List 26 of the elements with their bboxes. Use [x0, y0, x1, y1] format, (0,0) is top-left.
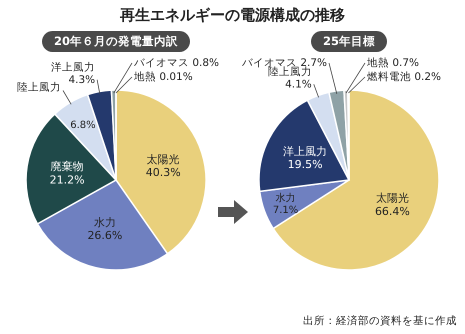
slice-label: 陸上風力	[268, 64, 312, 78]
data-label: 40.3%	[146, 166, 181, 180]
data-label: 66.4%	[374, 204, 410, 218]
data-label: 21.2%	[50, 173, 85, 186]
slice-label: 地熱 0.01%	[133, 70, 193, 83]
data-label: 19.5%	[288, 158, 323, 172]
slice-label: 太陽光	[146, 152, 180, 166]
slice-label: 洋上風力	[51, 60, 96, 74]
slice-label: バイオマス 0.8%	[133, 57, 220, 69]
slice-label: 太陽光	[376, 192, 409, 205]
data-label: 7.1%	[272, 205, 298, 216]
slice-label: 廃棄物	[50, 160, 84, 174]
chart-subtitle: 25年目標	[310, 31, 387, 52]
slice-label: 陸上風力	[17, 80, 62, 94]
slice-label: 洋上風力	[283, 144, 328, 158]
data-label: 6.8%	[70, 120, 96, 132]
chart-title: 再生エネルギーの電源構成の推移	[119, 6, 346, 25]
slice-label: 燃料電池 0.2%	[367, 70, 442, 83]
chart-subtitle: 20年６月の発電量内訳	[42, 31, 190, 52]
data-label: 4.3%	[68, 74, 96, 86]
slice-label: 地熱 0.7%	[366, 56, 420, 69]
data-label: 4.1%	[285, 78, 312, 90]
slice-label: 水力	[94, 216, 116, 230]
slice-label: 水力	[276, 192, 296, 204]
data-label: 26.6%	[87, 229, 122, 242]
text: 出所：経済部の資料を基に作成	[303, 314, 457, 328]
